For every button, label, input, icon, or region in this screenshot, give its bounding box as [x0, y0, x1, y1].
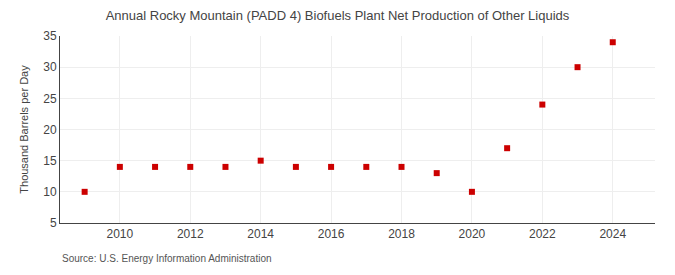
svg-text:2016: 2016 — [318, 227, 345, 241]
svg-text:2022: 2022 — [529, 227, 556, 241]
svg-text:Source: U.S. Energy Informatio: Source: U.S. Energy Information Administ… — [62, 253, 272, 264]
svg-text:Thousand Barrels per Day: Thousand Barrels per Day — [18, 65, 30, 194]
svg-text:15: 15 — [43, 154, 57, 168]
svg-text:30: 30 — [43, 60, 57, 74]
svg-text:2012: 2012 — [177, 227, 204, 241]
svg-text:35: 35 — [43, 29, 57, 43]
svg-text:2024: 2024 — [599, 227, 626, 241]
svg-text:2018: 2018 — [388, 227, 415, 241]
svg-text:2014: 2014 — [247, 227, 274, 241]
svg-text:Annual Rocky Mountain (PADD 4): Annual Rocky Mountain (PADD 4) Biofuels … — [106, 8, 570, 23]
svg-text:2020: 2020 — [459, 227, 486, 241]
svg-text:25: 25 — [43, 92, 57, 106]
svg-text:20: 20 — [43, 123, 57, 137]
svg-text:10: 10 — [43, 185, 57, 199]
svg-text:2010: 2010 — [106, 227, 133, 241]
svg-text:5: 5 — [50, 216, 57, 230]
